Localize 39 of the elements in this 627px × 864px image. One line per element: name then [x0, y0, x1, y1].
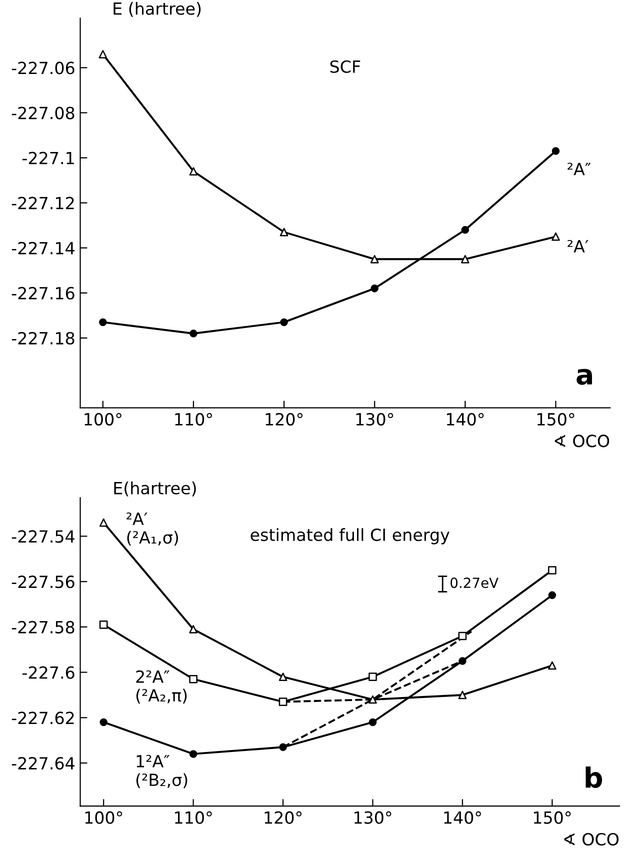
- y-tick-label: -227.1: [22, 152, 74, 164]
- y-tick-label: -227.08: [12, 106, 74, 120]
- x-tick-label: 110°: [175, 412, 212, 426]
- annotation: a: [576, 368, 592, 385]
- x-tick-label: 130°: [354, 811, 392, 824]
- x-tick-label: 140°: [444, 811, 481, 824]
- annotation: 0.27eV: [450, 578, 498, 588]
- y-tick-label: -227.14: [12, 242, 74, 254]
- series-label: 2²A″ (²A₂,π): [136, 670, 187, 704]
- x-tick-label: 140°: [446, 412, 484, 426]
- x-tick-label: 120°: [264, 811, 302, 824]
- series-label: ²A″: [568, 162, 591, 176]
- series-label: ²A′: [568, 240, 588, 252]
- x-tick-label: 150°: [534, 811, 571, 824]
- y-tick-label: -227.12: [12, 196, 74, 210]
- x-tick-label: 150°: [537, 412, 574, 426]
- text: estimated full CI energy: [250, 528, 450, 544]
- x-tick-label: 100°: [85, 811, 122, 824]
- series-label: 1²A″ (²B₂,σ): [136, 754, 188, 788]
- annotation: b: [586, 766, 602, 788]
- y-tick-label: -227.64: [12, 756, 74, 770]
- y-tick-label: -227.54: [12, 530, 74, 543]
- x-tick-label: 120°: [266, 412, 303, 426]
- x-tick-label: 110°: [175, 811, 212, 824]
- series-label: ²A′ (²A₁,σ): [126, 512, 178, 546]
- x-tick-label: 130°: [356, 412, 394, 426]
- text: SCF: [330, 60, 360, 73]
- y-axis-title: E (hartree): [114, 2, 201, 17]
- y-tick-label: -227.18: [12, 332, 74, 345]
- x-tick-label: 100°: [84, 412, 122, 426]
- y-tick-label: -227.16: [12, 286, 74, 300]
- x-axis-title: ∢ OCO: [554, 434, 610, 448]
- y-tick-label: -227.06: [12, 62, 74, 74]
- y-tick-label: -227.56: [12, 576, 74, 588]
- y-tick-label: -227.6: [22, 666, 74, 679]
- y-tick-label: -227.58: [12, 620, 74, 634]
- y-tick-label: -227.62: [12, 712, 74, 724]
- y-axis-title: E(hartree): [114, 482, 196, 496]
- x-axis-title: ∢ OCO: [564, 832, 619, 846]
